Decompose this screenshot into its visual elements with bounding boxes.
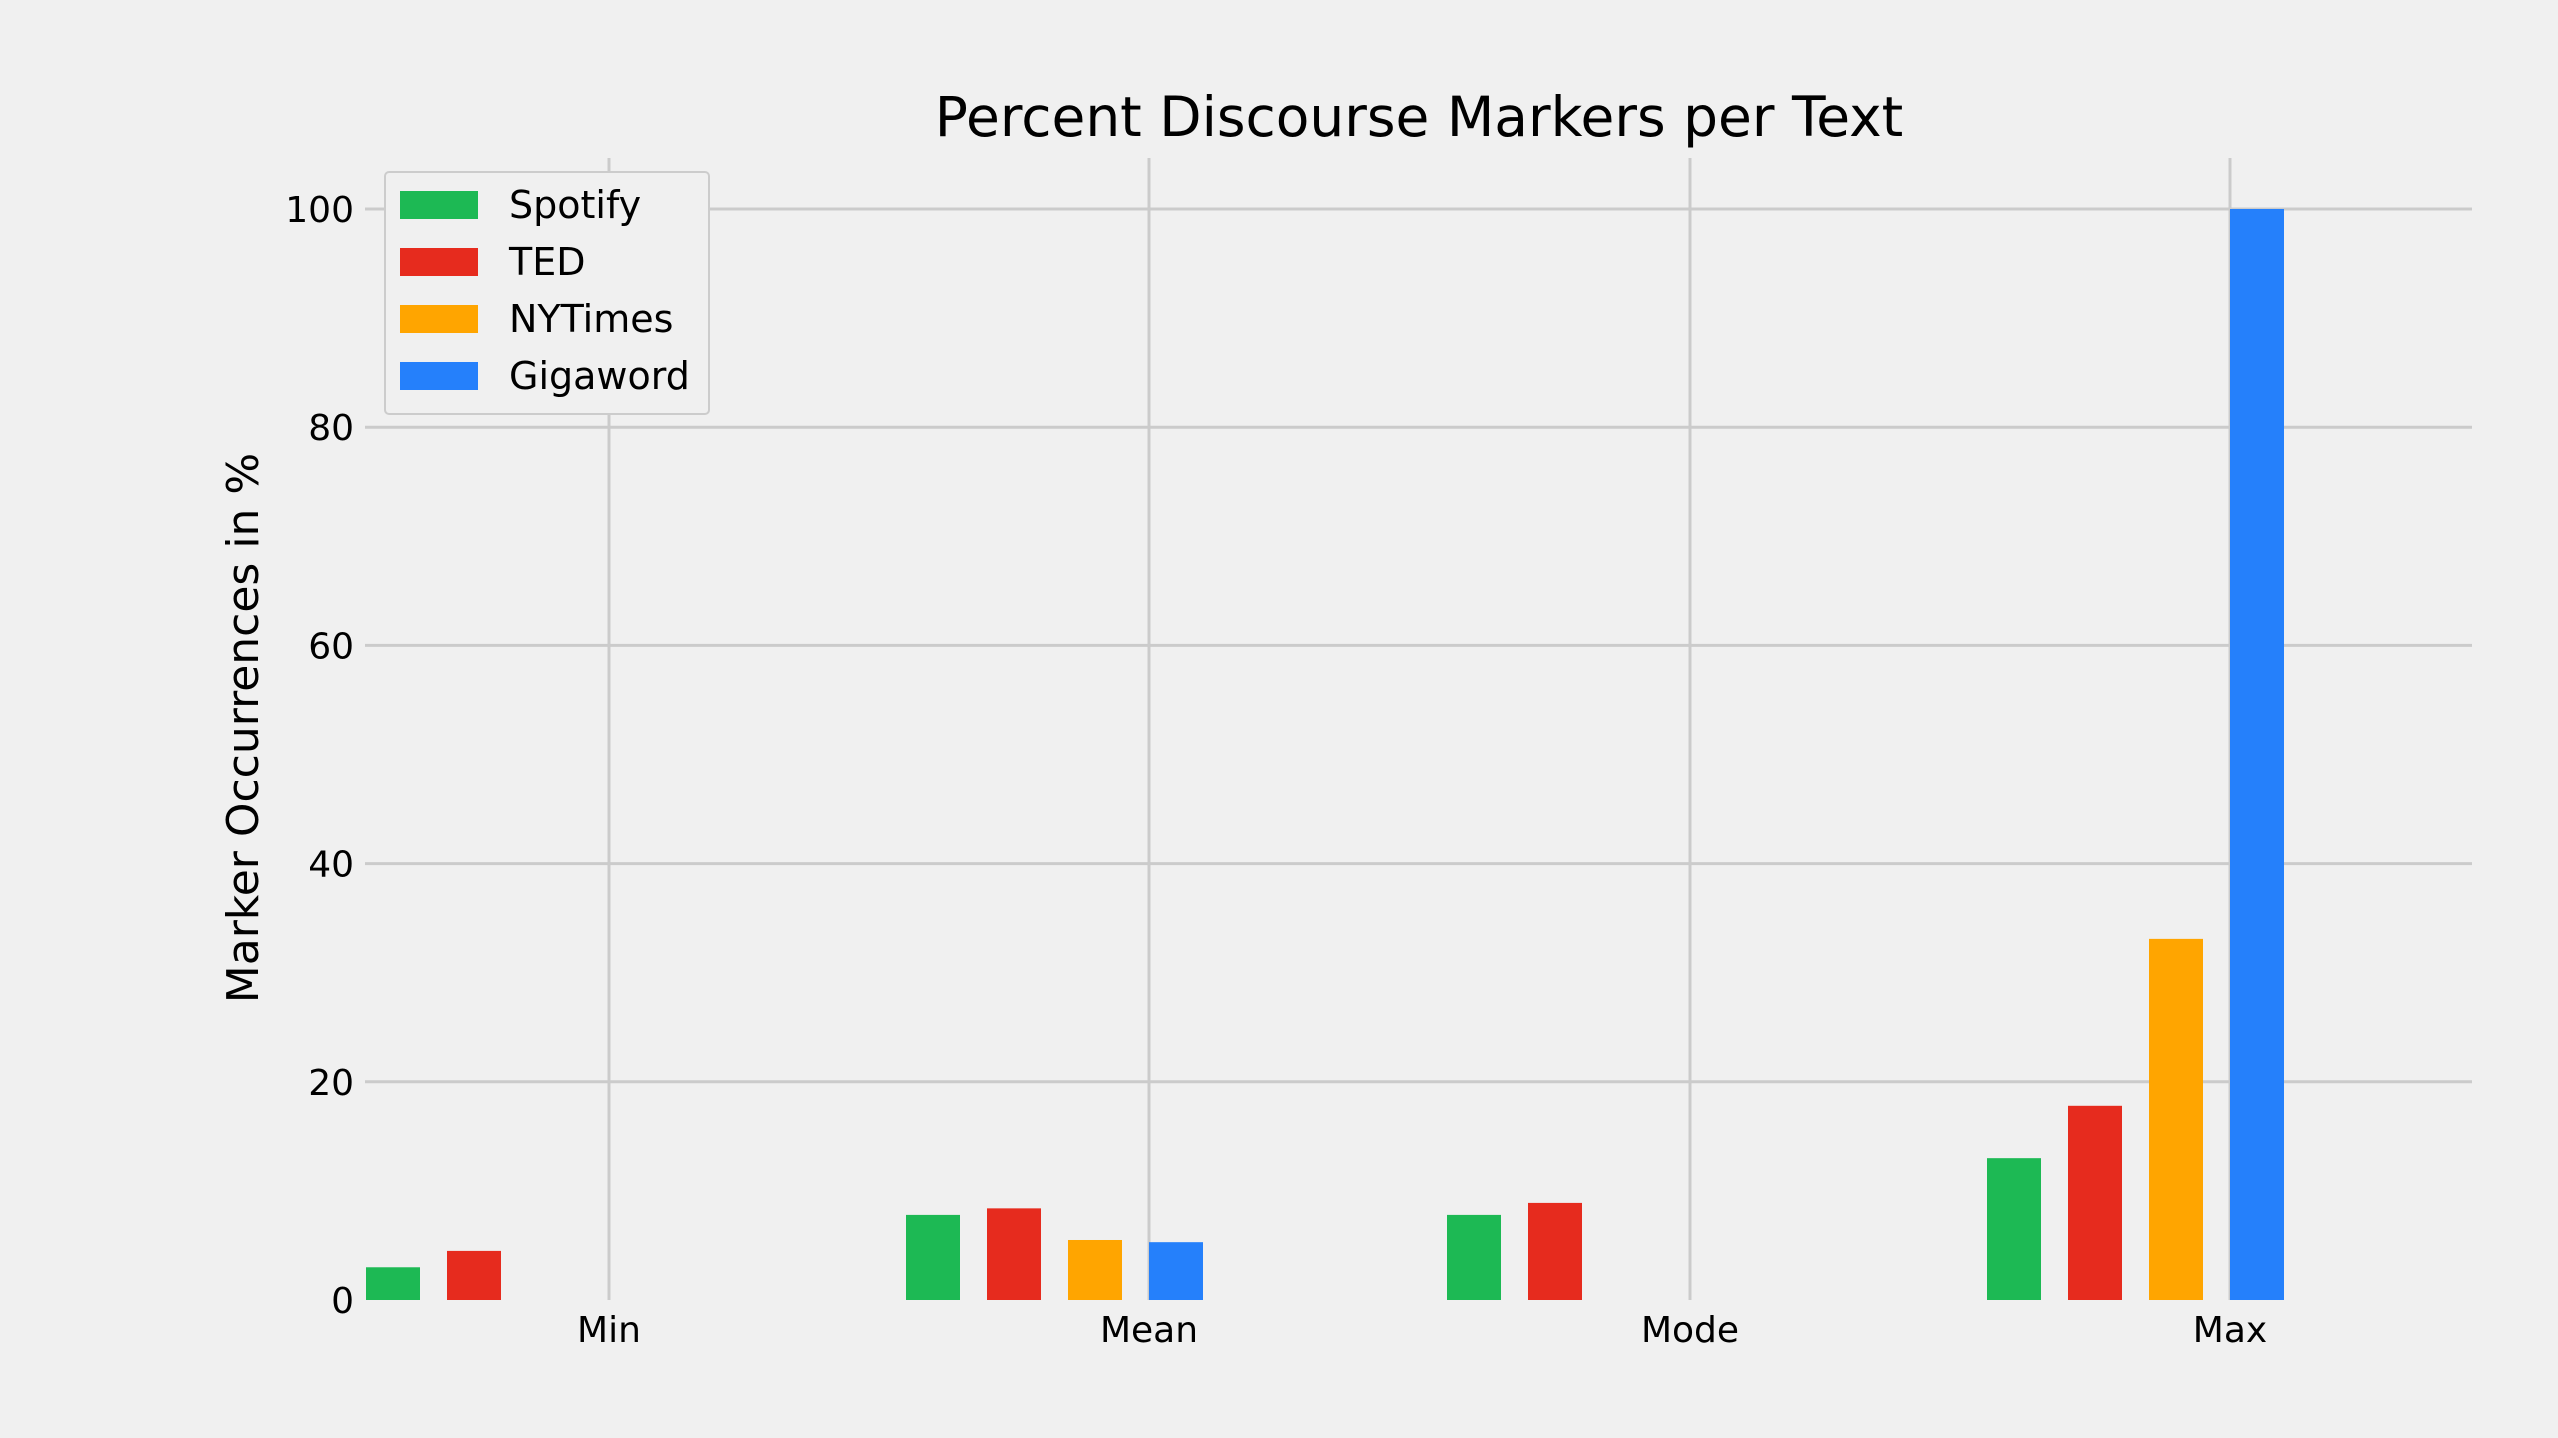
tick-labels: 0 20 40 60 80 100 Min Mean Mode Max xyxy=(285,190,2267,1351)
x-tick-label: Max xyxy=(2193,1310,2267,1351)
legend-label: Spotify xyxy=(509,183,641,227)
legend-label: Gigaword xyxy=(509,354,690,398)
legend-swatch xyxy=(400,305,478,333)
y-tick-label: 40 xyxy=(308,845,354,886)
x-tick-label: Mean xyxy=(1100,1310,1198,1351)
legend-swatch xyxy=(400,191,478,219)
bar xyxy=(366,1267,420,1300)
bar xyxy=(1528,1202,1582,1300)
bar xyxy=(906,1214,960,1300)
bar xyxy=(1149,1242,1203,1300)
legend-box xyxy=(384,171,710,415)
legend: Spotify TED NYTimes Gigaword xyxy=(384,171,710,415)
chart-title: Percent Discourse Markers per Text xyxy=(935,85,1903,149)
legend-label: TED xyxy=(508,240,585,284)
bar xyxy=(2068,1105,2122,1300)
bar xyxy=(2149,938,2203,1300)
legend-swatch xyxy=(400,248,478,276)
bar xyxy=(447,1250,501,1300)
bar xyxy=(987,1208,1041,1300)
bar xyxy=(1447,1214,1501,1300)
y-tick-label: 100 xyxy=(285,190,354,231)
legend-entries: Spotify TED NYTimes Gigaword xyxy=(400,183,690,398)
bar xyxy=(2230,209,2284,1300)
y-tick-label: 80 xyxy=(308,408,354,449)
bar xyxy=(1068,1239,1122,1300)
bars xyxy=(366,209,2284,1300)
x-tick-label: Mode xyxy=(1641,1310,1739,1351)
x-tick-label: Min xyxy=(577,1310,641,1351)
y-tick-label: 60 xyxy=(308,626,354,667)
legend-swatch xyxy=(400,362,478,390)
y-tick-label: 20 xyxy=(308,1063,354,1104)
bar xyxy=(1987,1158,2041,1300)
y-axis-label: Marker Occurrences in % xyxy=(218,453,269,1003)
y-tick-label: 0 xyxy=(331,1281,354,1322)
legend-label: NYTimes xyxy=(509,297,673,341)
